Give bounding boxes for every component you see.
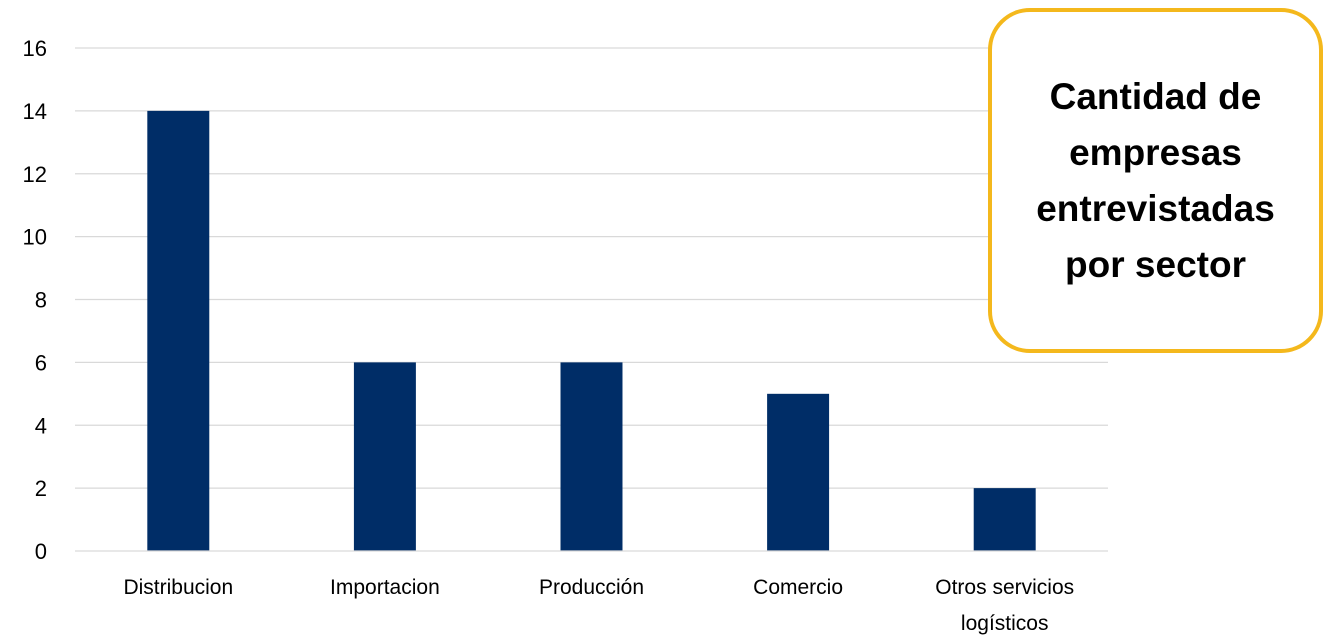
- y-tick-label: 6: [35, 350, 47, 375]
- x-category-label-line: Otros servicios: [935, 576, 1074, 599]
- x-category-label-line: logísticos: [961, 612, 1049, 635]
- x-category-label: Distribucion: [123, 576, 233, 599]
- bar-4: [767, 393, 830, 551]
- x-axis-category-labels: Distribucion Importacion Producción Comerci…: [123, 576, 1074, 635]
- bar-5: [973, 488, 1036, 551]
- bars: [147, 110, 1036, 551]
- y-tick-label: 16: [23, 36, 47, 61]
- y-tick-label: 2: [35, 476, 47, 501]
- y-axis-tick-labels: 0 2 4 6 8 10 12 14 16: [23, 36, 47, 564]
- y-tick-label: 10: [23, 225, 47, 250]
- x-category-label-line: Distribucion: [123, 576, 233, 599]
- x-category-label-line: Importacion: [330, 576, 440, 599]
- x-category-label: Importacion: [330, 576, 440, 599]
- y-tick-label: 14: [23, 99, 47, 124]
- x-category-label: Comercio: [753, 576, 843, 599]
- chart-title: Cantidad de empresas entrevistadas por s…: [1036, 75, 1275, 285]
- x-category-label-line: Comercio: [753, 576, 843, 599]
- y-tick-label: 12: [23, 162, 47, 187]
- y-tick-label: 8: [35, 288, 47, 313]
- bar-3: [560, 362, 623, 551]
- x-category-label: Otros servicios logísticos: [935, 576, 1074, 635]
- y-tick-label: 0: [35, 539, 47, 564]
- bar-2: [353, 362, 416, 551]
- bar-1: [147, 110, 210, 551]
- x-category-label: Producción: [539, 576, 644, 599]
- chart-title-box: Cantidad de empresas entrevistadas por s…: [988, 8, 1323, 353]
- y-tick-label: 4: [35, 413, 47, 438]
- x-category-label-line: Producción: [539, 576, 644, 599]
